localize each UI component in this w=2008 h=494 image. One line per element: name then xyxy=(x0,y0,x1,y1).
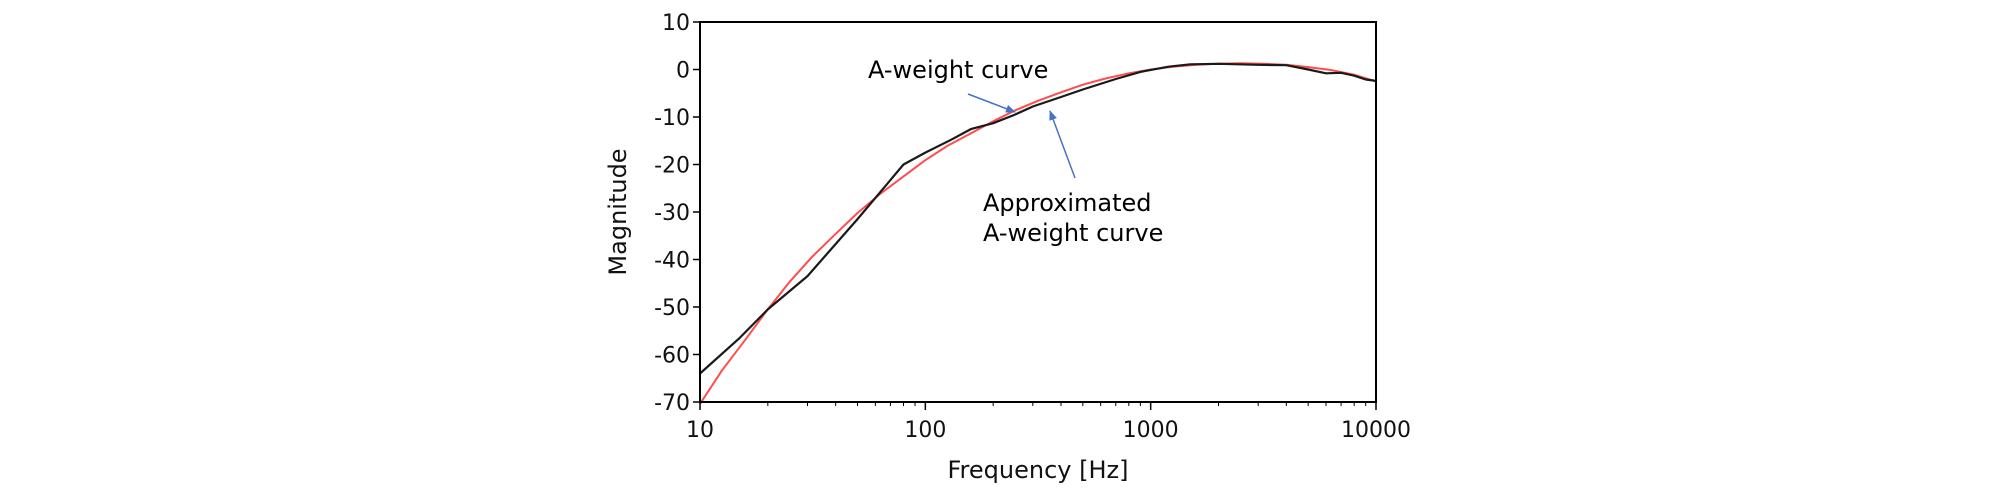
y-tick-label: 10 xyxy=(662,11,690,36)
y-tick-label: 0 xyxy=(676,59,690,84)
x-tick-label: 100 xyxy=(904,418,946,443)
series-line-approximated xyxy=(699,62,1377,375)
annotation-approximated-arrow xyxy=(1049,110,1076,179)
x-tick-label: 10 xyxy=(686,418,714,443)
annotation-approximated-line-2: A-weight curve xyxy=(983,219,1163,247)
y-axis-label: Magnitude xyxy=(604,148,632,275)
y-axis: 10 0 -10 -20 -30 -40 -50 -60 -70 xyxy=(654,11,700,416)
x-axis-label: Frequency [Hz] xyxy=(948,456,1129,484)
x-axis: 10 100 1000 10000 xyxy=(686,402,1411,443)
x-tick-label: 1000 xyxy=(1123,418,1179,443)
plot-area xyxy=(699,62,1377,405)
y-tick-label: -40 xyxy=(654,249,690,274)
y-tick-label: -70 xyxy=(654,391,690,416)
annotation-a-weight: A-weight curve xyxy=(868,56,1048,84)
y-tick-label: -20 xyxy=(654,154,690,179)
y-tick-label: -60 xyxy=(654,344,690,369)
annotation-a-weight-line-1: A-weight curve xyxy=(868,56,1048,84)
annotation-approximated-line-1: Approximated xyxy=(983,189,1152,217)
y-tick-label: -30 xyxy=(654,201,690,226)
annotation-approximated: Approximated A-weight curve xyxy=(983,189,1163,247)
x-tick-label: 10000 xyxy=(1341,418,1411,443)
annotation-a-weight-arrow xyxy=(967,93,1016,113)
y-tick-label: -10 xyxy=(654,106,690,131)
y-tick-label: -50 xyxy=(654,296,690,321)
